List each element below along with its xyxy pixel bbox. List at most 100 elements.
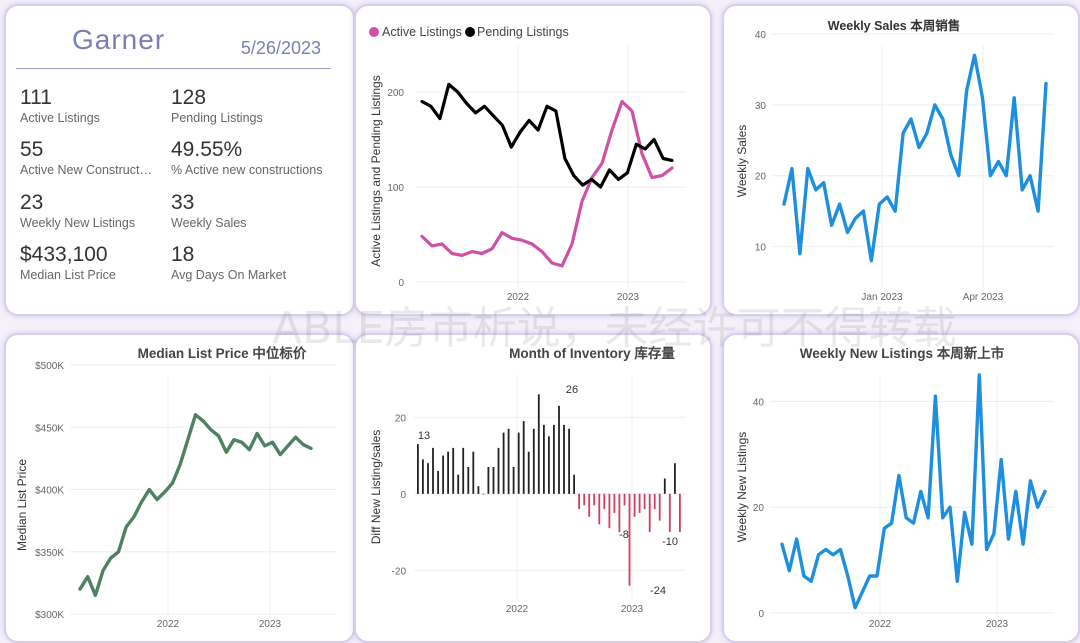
inventory-bar [578, 493, 580, 510]
y-tick-label: 10 [755, 243, 767, 254]
y-tick-label: 30 [755, 101, 767, 112]
inventory-bar [663, 478, 666, 494]
y-tick-label: $450K [35, 423, 64, 434]
kpi-label: Weekly New Listings [20, 216, 136, 230]
y-tick-label: 0 [398, 278, 404, 289]
data-label: -8 [619, 529, 629, 541]
x-tick-label: 2022 [507, 292, 530, 303]
kpi-value: 33 [171, 191, 195, 214]
inventory-bar [638, 493, 641, 513]
kpi-value: 128 [171, 86, 207, 109]
inventory-bar [643, 493, 646, 510]
legend-pending-marker [465, 27, 475, 37]
kpi-label: Median List Price [20, 268, 116, 282]
y-tick-label: $300K [35, 610, 64, 621]
y-tick-label: $350K [35, 548, 64, 559]
chart-title: Median List Price 中位标价 [138, 345, 307, 361]
inventory-bar [457, 474, 460, 494]
weekly-sales-line [782, 53, 1048, 263]
y-axis-title: Median List Price [15, 459, 29, 551]
inventory-bar [417, 444, 419, 494]
active-listings-line [420, 99, 674, 268]
listings-chart-card: Active Listings Pending Listings Active … [354, 4, 712, 316]
data-label: -24 [650, 585, 666, 597]
inventory-bar [568, 428, 570, 494]
kpi-label: Pending Listings [171, 111, 263, 125]
y-tick-label: 20 [753, 503, 765, 514]
y-tick-label: $500K [35, 361, 64, 372]
y-tick-label: $400K [35, 486, 64, 497]
inventory-bar [603, 493, 606, 510]
x-tick-label: 2023 [259, 619, 282, 630]
y-tick-label: 200 [387, 88, 404, 99]
y-tick-label: 40 [755, 30, 767, 41]
kpi-avg-days-on-market: 18 Avg Days On Market [171, 243, 341, 283]
kpi-weekly-sales: 33 Weekly Sales [171, 191, 341, 231]
new-listings-chart: Weekly New Listings 本周新上市 Weekly New Lis… [735, 345, 1054, 630]
chart-title: Month of Inventory 库存量 [509, 345, 675, 361]
inventory-bar [462, 447, 465, 494]
kpi-pct-new-construction: 49.55% % Active new constructions [171, 138, 343, 178]
kpi-weekly-new-listings: 23 Weekly New Listings [20, 191, 168, 231]
new-listings-card: Weekly New Listings 本周新上市 Weekly New Lis… [722, 333, 1080, 643]
legend-active-marker [369, 27, 379, 37]
median-price-card: Median List Price 中位标价 Median List Price… [4, 333, 355, 643]
listings-chart: Active Listings Pending Listings Active … [369, 25, 686, 303]
data-label: -10 [662, 536, 678, 548]
median-price-chart: Median List Price 中位标价 Median List Price… [15, 345, 336, 630]
inventory-bar [517, 432, 520, 494]
kpi-label: Avg Days On Market [171, 268, 287, 282]
inventory-bar [442, 455, 444, 494]
x-tick-label: 2023 [617, 292, 640, 303]
inventory-bar [507, 428, 510, 494]
kpi-value: 111 [20, 86, 52, 109]
inventory-bar [527, 451, 530, 494]
inventory-bar [588, 493, 591, 517]
inventory-bar [452, 447, 455, 494]
inventory-bar [477, 486, 480, 494]
inventory-bar [467, 467, 470, 494]
y-tick-label: 20 [395, 413, 407, 424]
x-tick-label: 2022 [506, 604, 529, 615]
pending-listings-line [420, 82, 674, 189]
inventory-bar [573, 474, 575, 494]
inventory-bar [679, 493, 681, 533]
inventory-card: Month of Inventory 库存量 Diff New Listing/… [354, 333, 712, 643]
inventory-bar [628, 493, 631, 586]
inventory-bar [447, 451, 449, 494]
inventory-bar [487, 467, 490, 494]
inventory-bar [653, 493, 656, 510]
new-listings-line [780, 373, 1047, 610]
y-tick-label: 100 [387, 183, 404, 194]
inventory-bar [648, 493, 651, 533]
y-tick-label: 0 [400, 490, 406, 501]
x-tick-label: 2023 [621, 604, 644, 615]
inventory-bar [608, 493, 611, 529]
x-tick-label: 2023 [986, 619, 1009, 630]
inventory-bar [613, 493, 616, 513]
kpi-active-listings: 111 Active Listings [20, 86, 168, 126]
inventory-bar [437, 470, 439, 494]
inventory-bar [502, 432, 505, 494]
inventory-bar [633, 493, 636, 517]
data-label: 26 [566, 384, 578, 396]
inventory-bar [492, 467, 495, 494]
x-tick-label: 2022 [869, 619, 892, 630]
kpi-label: Weekly Sales [171, 216, 247, 230]
city-title: Garner [72, 24, 166, 55]
weekly-sales-chart: Weekly Sales 本周销售 Weekly Sales 10 20 30 40 J… [735, 18, 1054, 303]
inventory-bar [512, 467, 515, 494]
inventory-bar [543, 424, 545, 494]
y-axis-title: Active Listings and Pending Listings [369, 75, 383, 266]
inventory-bar [522, 421, 525, 494]
legend-pending-label: Pending Listings [477, 25, 569, 39]
kpi-value: 23 [20, 191, 44, 214]
inventory-bar [618, 493, 621, 533]
kpi-value: 18 [171, 243, 195, 266]
chart-title: Weekly Sales 本周销售 [828, 18, 960, 33]
y-axis-title: Weekly Sales [735, 125, 749, 197]
inventory-bar [674, 463, 676, 494]
inventory-bar [548, 436, 550, 494]
x-tick-label: Jan 2023 [861, 292, 903, 303]
y-tick-label: -20 [392, 566, 407, 577]
